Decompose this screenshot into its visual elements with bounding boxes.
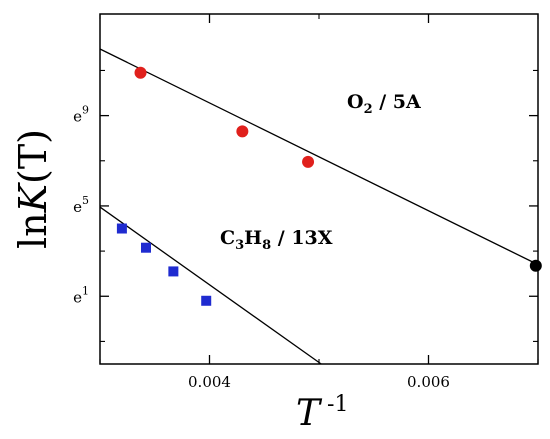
fit-line-0 <box>99 48 539 266</box>
data-point-square <box>201 295 212 306</box>
y-tick-label-exp: 1 <box>82 284 89 297</box>
x-tick-label: 0.006 <box>407 373 450 391</box>
y-axis-title: lnK(T) <box>11 129 55 249</box>
y-axis-title-italic: K <box>11 181 55 213</box>
data-points <box>116 66 542 306</box>
y-tick-label-exp: 9 <box>82 104 89 117</box>
series-label-o2-part: / 5A <box>373 91 421 113</box>
series-label-c3h8-part: 8 <box>262 238 271 253</box>
data-point-circle <box>302 155 315 168</box>
plot-frame <box>99 13 539 365</box>
series-label-o2: O2 / 5A <box>347 91 421 117</box>
y-axis-title-suffix: (T) <box>11 129 55 184</box>
y-tick-label-base: e <box>73 288 82 306</box>
x-axis-title: T -1 <box>296 392 348 434</box>
series-label-c3h8-part: C <box>220 227 235 249</box>
data-point-circle <box>236 125 249 138</box>
series-label-c3h8-part: 3 <box>235 238 244 253</box>
y-tick-label: e1 <box>73 284 89 306</box>
fit-line-1 <box>99 206 322 365</box>
y-tick-label-base: e <box>73 198 82 216</box>
y-tick-label-exp: 5 <box>82 194 89 207</box>
y-tick-label: e9 <box>73 104 89 126</box>
x-tick-label: 0.004 <box>188 373 231 391</box>
data-point-extra <box>529 259 542 272</box>
y-tick-label-base: e <box>73 108 82 126</box>
series-label-o2-part: 2 <box>364 102 373 117</box>
data-point-square <box>168 266 179 277</box>
series-label-c3h8-part: / 13X <box>271 227 333 249</box>
x-axis-title-sup: -1 <box>320 392 348 417</box>
y-tick-label: e5 <box>73 194 89 216</box>
fit-lines <box>99 48 539 365</box>
x-axis-title-base: T <box>296 393 323 434</box>
y-axis-title-prefix: ln <box>11 212 55 249</box>
x-axis-ticks: 0.004 0.006 <box>99 14 539 391</box>
data-point-circle <box>134 66 147 79</box>
series-label-c3h8: C3H8 / 13X <box>220 227 333 253</box>
data-point-square <box>116 223 127 234</box>
data-point-square <box>140 242 151 253</box>
series-label-o2-part: O <box>347 91 364 113</box>
series-label-c3h8-part: H <box>244 227 262 249</box>
